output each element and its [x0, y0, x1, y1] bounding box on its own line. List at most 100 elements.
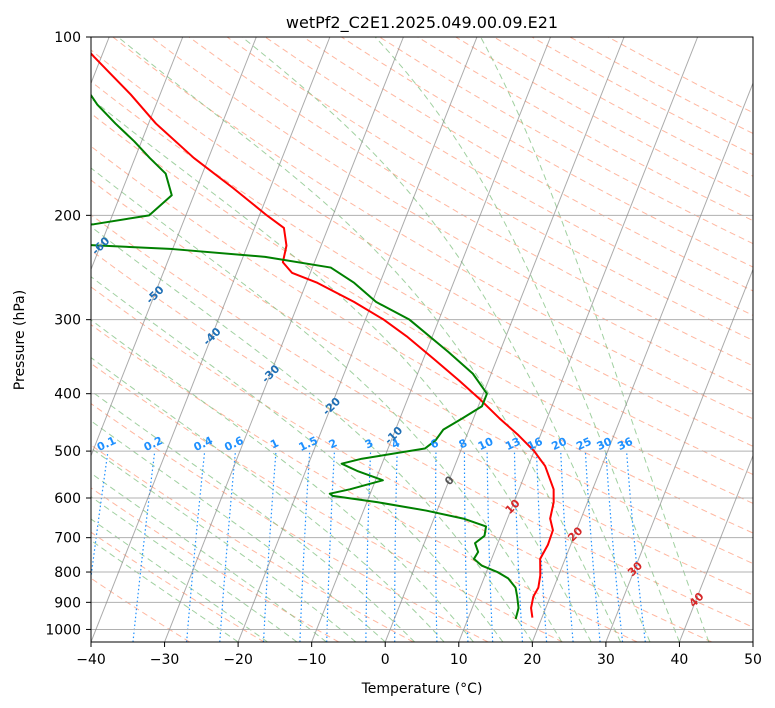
y-axis-label: Pressure (hPa)	[12, 290, 28, 390]
isotherm-label: 10	[503, 497, 523, 517]
mixing-ratio-line	[584, 451, 601, 642]
mixing-ratio-label: 6	[428, 436, 441, 451]
dry-adiabat	[91, 214, 753, 596]
moist-adiabat	[91, 390, 415, 642]
moist-adiabat	[91, 472, 327, 642]
moist-adiabat	[91, 356, 445, 642]
x-tick-label: 30	[597, 652, 615, 668]
x-tick-label: 40	[671, 652, 689, 668]
dry-adiabat	[91, 112, 753, 504]
isotherm	[752, 640, 753, 642]
x-tick-label: 0	[381, 652, 390, 668]
mixing-ratio-label: 20	[550, 435, 570, 453]
dry-adiabat	[112, 37, 753, 420]
mixing-ratio-label: 1	[268, 436, 280, 451]
x-tick-label: −10	[297, 652, 327, 668]
mixing-ratio-label: 25	[574, 435, 593, 453]
mixing-ratio-line	[535, 451, 548, 642]
moist-adiabat	[91, 539, 239, 642]
mixing-ratio-line	[186, 451, 206, 642]
isotherm	[164, 37, 404, 642]
y-tick-label: 900	[54, 595, 81, 611]
dry-adiabat	[569, 37, 753, 135]
x-tick-label: 20	[523, 652, 541, 668]
y-tick-label: 200	[54, 208, 81, 224]
mixing-ratio-line	[365, 451, 372, 642]
isotherm-label: -20	[320, 395, 343, 418]
mixing-ratio-line	[560, 451, 574, 642]
dry-adiabat	[607, 37, 753, 114]
chart-title: wetPf2_C2E1.2025.049.00.09.E21	[286, 13, 558, 33]
isotherm	[384, 37, 625, 642]
dry-adiabat	[188, 37, 753, 367]
isotherm-label: -40	[200, 325, 223, 348]
y-tick-label: 600	[54, 491, 81, 507]
isotherm-label: -60	[89, 234, 112, 257]
mixing-ratio-line	[605, 451, 624, 642]
mixing-ratio-line	[91, 451, 109, 582]
x-tick-label: 10	[450, 652, 468, 668]
dry-adiabat	[341, 37, 753, 268]
line-labels: 0.10.20.40.611.52346810131620253036-100-…	[0, 130, 707, 610]
isotherm	[91, 37, 331, 642]
dry-adiabat	[91, 487, 340, 642]
y-axis-ticks: 100 200 300 400 500 600 700 800 900 1000	[45, 30, 91, 638]
isotherm-label: 30	[625, 559, 645, 579]
dry-adiabat	[91, 324, 638, 642]
dry-adiabat	[91, 286, 712, 642]
mixing-ratio-label: 10	[476, 435, 496, 453]
series-lines	[91, 51, 555, 620]
isotherm	[458, 37, 699, 642]
dry-adiabat	[493, 37, 753, 177]
isotherm-label: -30	[259, 362, 282, 385]
isotherm	[91, 37, 257, 458]
moist-adiabat	[91, 420, 386, 642]
mixing-ratio-line	[219, 451, 237, 642]
dewpoint-profile-line	[91, 93, 520, 620]
mixing-ratio-label: 8	[457, 436, 469, 451]
y-tick-label: 100	[54, 30, 81, 46]
dry-adiabat	[455, 37, 753, 199]
y-tick-label: 400	[54, 387, 81, 403]
moist-adiabat	[480, 37, 710, 642]
dry-adiabat	[264, 37, 753, 316]
isotherm-label: -80	[0, 130, 7, 153]
isotherm	[605, 268, 753, 642]
dry-adiabat	[150, 37, 753, 393]
mixing-ratio-line	[262, 451, 277, 642]
isotherms	[91, 37, 753, 642]
x-tick-label: 50	[744, 652, 762, 668]
dry-adiabat	[226, 37, 753, 341]
moist-adiabats	[91, 37, 710, 642]
y-tick-label: 800	[54, 565, 81, 581]
dry-adiabat	[91, 531, 265, 642]
dry-adiabats	[91, 37, 753, 642]
moist-adiabat	[91, 319, 474, 642]
temperature-profile-line	[91, 51, 555, 618]
plot-area: 0.10.20.40.611.52346810131620253036-100-…	[0, 37, 753, 642]
moist-adiabat	[241, 37, 651, 642]
x-tick-label: −30	[150, 652, 180, 668]
y-tick-label: 500	[54, 444, 81, 460]
x-axis-ticks: −40 −30 −20 −10 0 10 20 30 40 50	[76, 642, 762, 668]
mixing-ratio-label: 13	[503, 435, 522, 453]
dry-adiabat	[303, 37, 753, 292]
isotherm-label: -10	[382, 424, 405, 447]
dry-adiabat	[91, 362, 563, 642]
isotherm-label: -70	[38, 177, 61, 200]
isotherm	[237, 37, 478, 642]
moist-adiabat	[91, 496, 298, 642]
mixing-ratio-line	[486, 451, 494, 642]
dry-adiabat	[91, 145, 753, 534]
isotherm	[91, 37, 184, 271]
moist-adiabat	[374, 37, 680, 642]
y-tick-label: 1000	[45, 622, 81, 638]
isotherm-label: 20	[565, 524, 585, 544]
mixing-ratio-line	[434, 451, 438, 642]
mixing-ratio-label: 3	[363, 436, 375, 451]
dry-adiabat	[417, 37, 753, 222]
plot-frame	[90, 36, 754, 643]
moist-adiabat	[91, 97, 592, 642]
x-tick-label: −40	[76, 652, 106, 668]
